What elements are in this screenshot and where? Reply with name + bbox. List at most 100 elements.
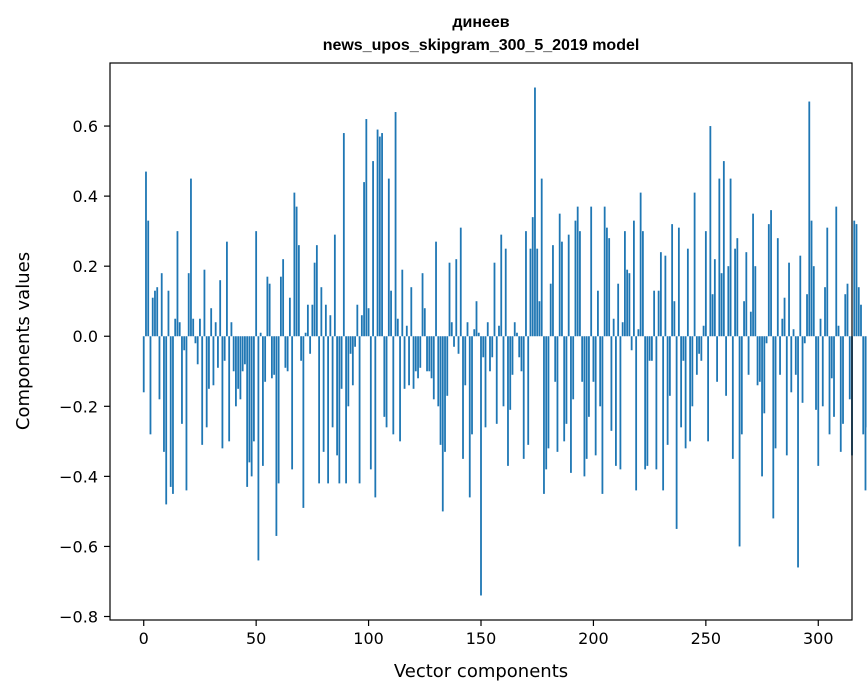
bar	[835, 206, 838, 337]
x-tick-label: 150	[466, 629, 497, 648]
bar	[194, 336, 197, 344]
bar	[538, 301, 541, 337]
bar	[466, 322, 469, 337]
bar	[489, 336, 491, 372]
bar	[147, 220, 150, 337]
bar	[554, 336, 557, 382]
y-tick-label: −0.4	[59, 467, 98, 486]
bar	[428, 336, 431, 372]
bar	[437, 336, 440, 407]
bar	[374, 336, 377, 498]
x-tick-label: 100	[353, 629, 384, 648]
bar	[408, 336, 410, 386]
bar	[763, 336, 766, 414]
bar	[300, 336, 303, 361]
bar	[221, 336, 224, 449]
bar	[270, 336, 273, 379]
bar	[268, 283, 271, 337]
bar	[309, 336, 312, 354]
bar	[525, 231, 527, 337]
bar	[549, 283, 552, 337]
bar	[788, 262, 790, 337]
bar	[423, 308, 426, 337]
bar	[210, 308, 213, 337]
bar	[824, 287, 826, 337]
bar	[302, 336, 305, 508]
bar	[199, 318, 201, 337]
bar	[801, 336, 804, 403]
bar	[235, 336, 237, 407]
bar	[552, 245, 554, 337]
bar	[711, 294, 714, 337]
bar	[585, 336, 588, 459]
bar	[333, 234, 336, 337]
bar	[734, 248, 736, 337]
bar	[455, 259, 458, 337]
bar	[826, 227, 829, 337]
bar	[255, 231, 258, 337]
x-tick-label: 0	[139, 629, 149, 648]
bar	[304, 332, 307, 337]
bar	[192, 318, 195, 337]
bar	[277, 336, 280, 484]
bar	[848, 336, 851, 400]
bar	[322, 336, 325, 452]
bar	[774, 336, 777, 449]
y-tick-label: 0.4	[73, 187, 98, 206]
bar	[713, 259, 716, 337]
bar	[727, 266, 730, 337]
bar	[612, 318, 615, 337]
bar	[781, 318, 784, 337]
bar	[529, 248, 532, 337]
bar	[610, 336, 613, 431]
bar	[419, 336, 422, 368]
bar	[187, 273, 190, 337]
bar	[383, 336, 386, 417]
bar	[306, 304, 309, 337]
bar	[691, 336, 694, 407]
bar	[518, 336, 521, 358]
bar	[507, 336, 509, 466]
bar	[205, 336, 208, 428]
bar	[288, 297, 291, 337]
bar	[799, 255, 802, 337]
bar	[399, 336, 401, 442]
bar	[693, 192, 696, 337]
bar	[833, 336, 835, 417]
bar	[223, 336, 226, 361]
bar	[444, 336, 446, 452]
bar	[520, 336, 523, 372]
bar	[653, 290, 656, 337]
bar	[311, 304, 314, 337]
bar	[590, 206, 593, 337]
bar	[158, 336, 161, 400]
y-tick-label: −0.6	[59, 537, 98, 556]
bar	[435, 241, 437, 337]
bar	[450, 322, 453, 337]
bar	[486, 322, 489, 337]
bar	[704, 231, 707, 337]
bar	[405, 325, 408, 337]
x-axis-label: Vector components	[394, 661, 568, 682]
bar	[682, 336, 685, 361]
x-tick-label: 300	[803, 629, 834, 648]
y-tick-label: 0.6	[73, 117, 98, 136]
bar	[677, 227, 680, 337]
bar	[181, 336, 183, 424]
bar	[178, 322, 181, 337]
bar	[675, 336, 678, 529]
bar	[439, 336, 442, 445]
bar	[770, 210, 772, 337]
bar	[369, 336, 372, 470]
bar	[531, 217, 534, 337]
bar	[817, 336, 820, 466]
bar	[561, 241, 563, 337]
bar	[349, 336, 352, 354]
bar	[174, 318, 177, 337]
bar	[567, 234, 570, 337]
bar	[673, 301, 676, 337]
bars-group	[142, 87, 867, 596]
bar	[581, 336, 584, 382]
bar	[176, 231, 179, 337]
bar	[509, 336, 512, 410]
